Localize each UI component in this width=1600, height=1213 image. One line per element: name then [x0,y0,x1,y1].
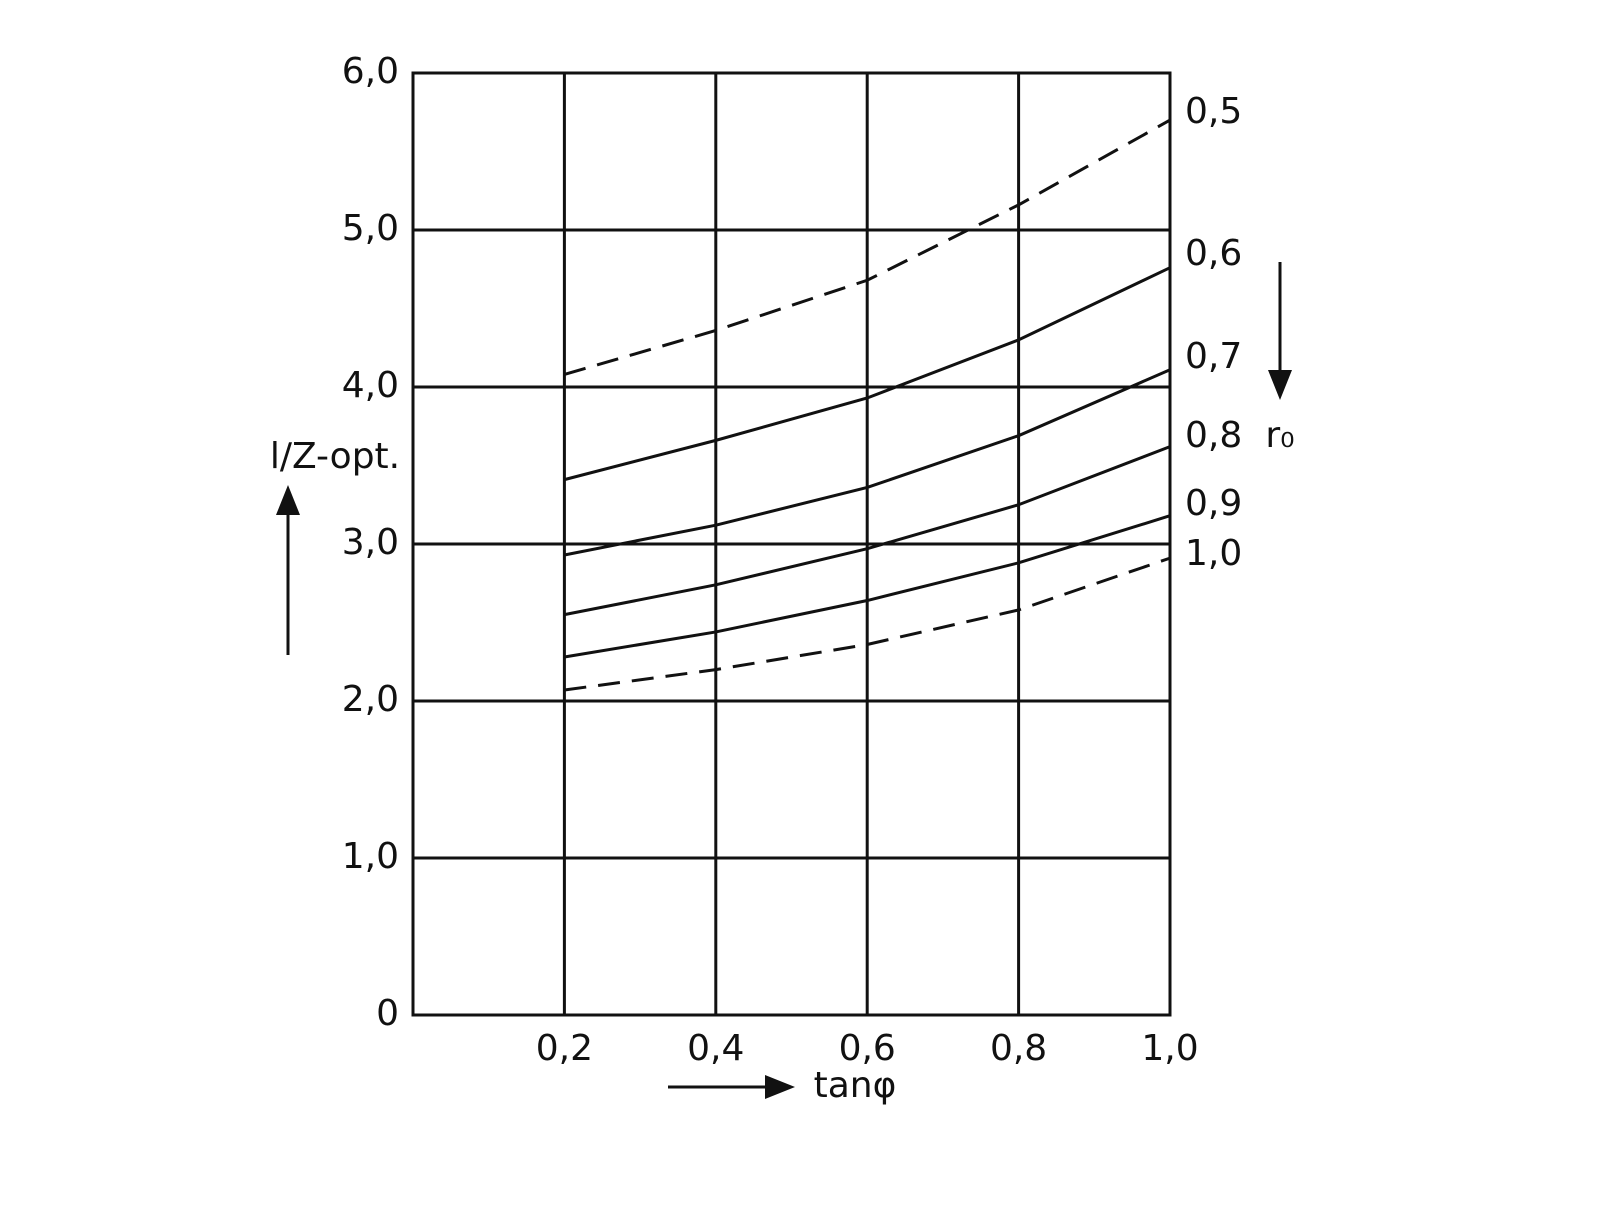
series-line [564,556,1171,692]
series-line [563,118,1171,376]
legend-label: 1,0 [1185,533,1242,574]
series-line [564,368,1171,557]
y-tick-label: 4,0 [342,365,399,406]
legend-label: 0,7 [1185,336,1242,377]
y-tick-label: 5,0 [342,208,399,249]
x-axis-label: tanφ [814,1065,897,1106]
x-tick-label: 1,0 [1141,1028,1198,1069]
x-tick-label: 0,6 [839,1028,896,1069]
x-tick-label: 0,2 [536,1028,593,1069]
legend-title: r₀ [1265,415,1294,456]
y-axis-label: l/Z-opt. [270,436,400,477]
y-tick-label: 3,0 [342,522,399,563]
series-line [564,266,1171,482]
legend-label: 0,8 [1185,415,1242,456]
legend-label: 0,6 [1185,233,1242,274]
x-tick-label: 0,8 [990,1028,1047,1069]
y-tick-label: 6,0 [342,51,399,92]
series-line [564,445,1171,617]
legend-label: 0,5 [1185,91,1242,132]
y-tick-label: 1,0 [342,836,399,877]
y-tick-label: 0 [376,993,399,1034]
series-line [564,514,1171,659]
x-tick-label: 0,4 [687,1028,744,1069]
legend-label: 0,9 [1185,483,1242,524]
y-tick-label: 2,0 [342,679,399,720]
